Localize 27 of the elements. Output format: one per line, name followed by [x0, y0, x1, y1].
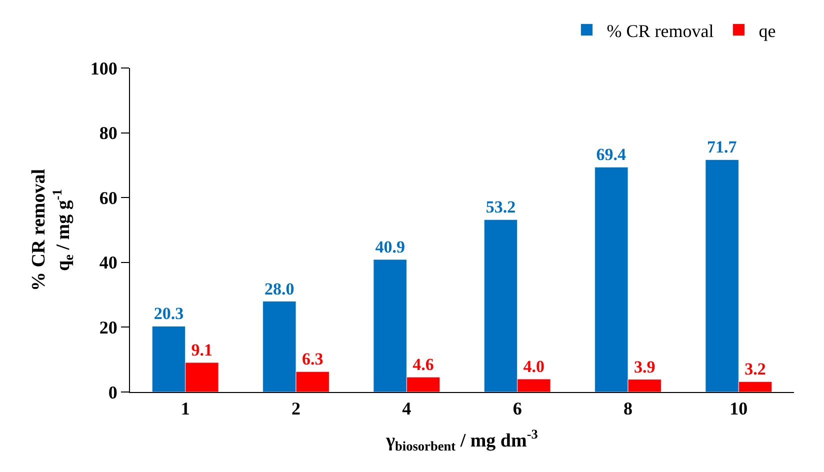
data-label: 71.7 — [706, 138, 738, 157]
data-label: 4.0 — [523, 357, 545, 376]
x-tick-label: 8 — [624, 398, 632, 419]
x-tick-label: 6 — [512, 398, 522, 419]
legend-label: % CR removal — [606, 20, 714, 41]
y-tick-label: 0 — [108, 382, 118, 402]
data-label: 9.1 — [191, 340, 213, 360]
y-tick-label: 40 — [99, 252, 118, 273]
x-tick-label: 4 — [402, 398, 412, 419]
data-label: 3.9 — [634, 357, 656, 376]
legend-label: qe — [758, 20, 776, 41]
data-label: 69.4 — [596, 145, 627, 164]
x-tick-label: 10 — [730, 398, 748, 419]
x-tick-label: 2 — [292, 398, 300, 419]
data-label: 3.2 — [744, 360, 766, 379]
data-label: 20.3 — [154, 304, 184, 324]
y-tick-label: 20 — [99, 318, 118, 338]
y-tick-label: 80 — [99, 123, 118, 144]
y-tick-label: 60 — [99, 188, 118, 208]
data-label: 6.3 — [302, 350, 324, 369]
data-label: 53.2 — [486, 198, 516, 217]
data-label: 28.0 — [264, 279, 294, 298]
y-tick-label: 100 — [90, 58, 118, 78]
data-label: 40.9 — [375, 237, 405, 256]
data-label: 4.6 — [412, 355, 434, 374]
x-axis-title: γ$_{biosorbent}$ / mg dm$^{-3}$ — [385, 426, 538, 454]
x-tick-label: 1 — [180, 398, 190, 419]
